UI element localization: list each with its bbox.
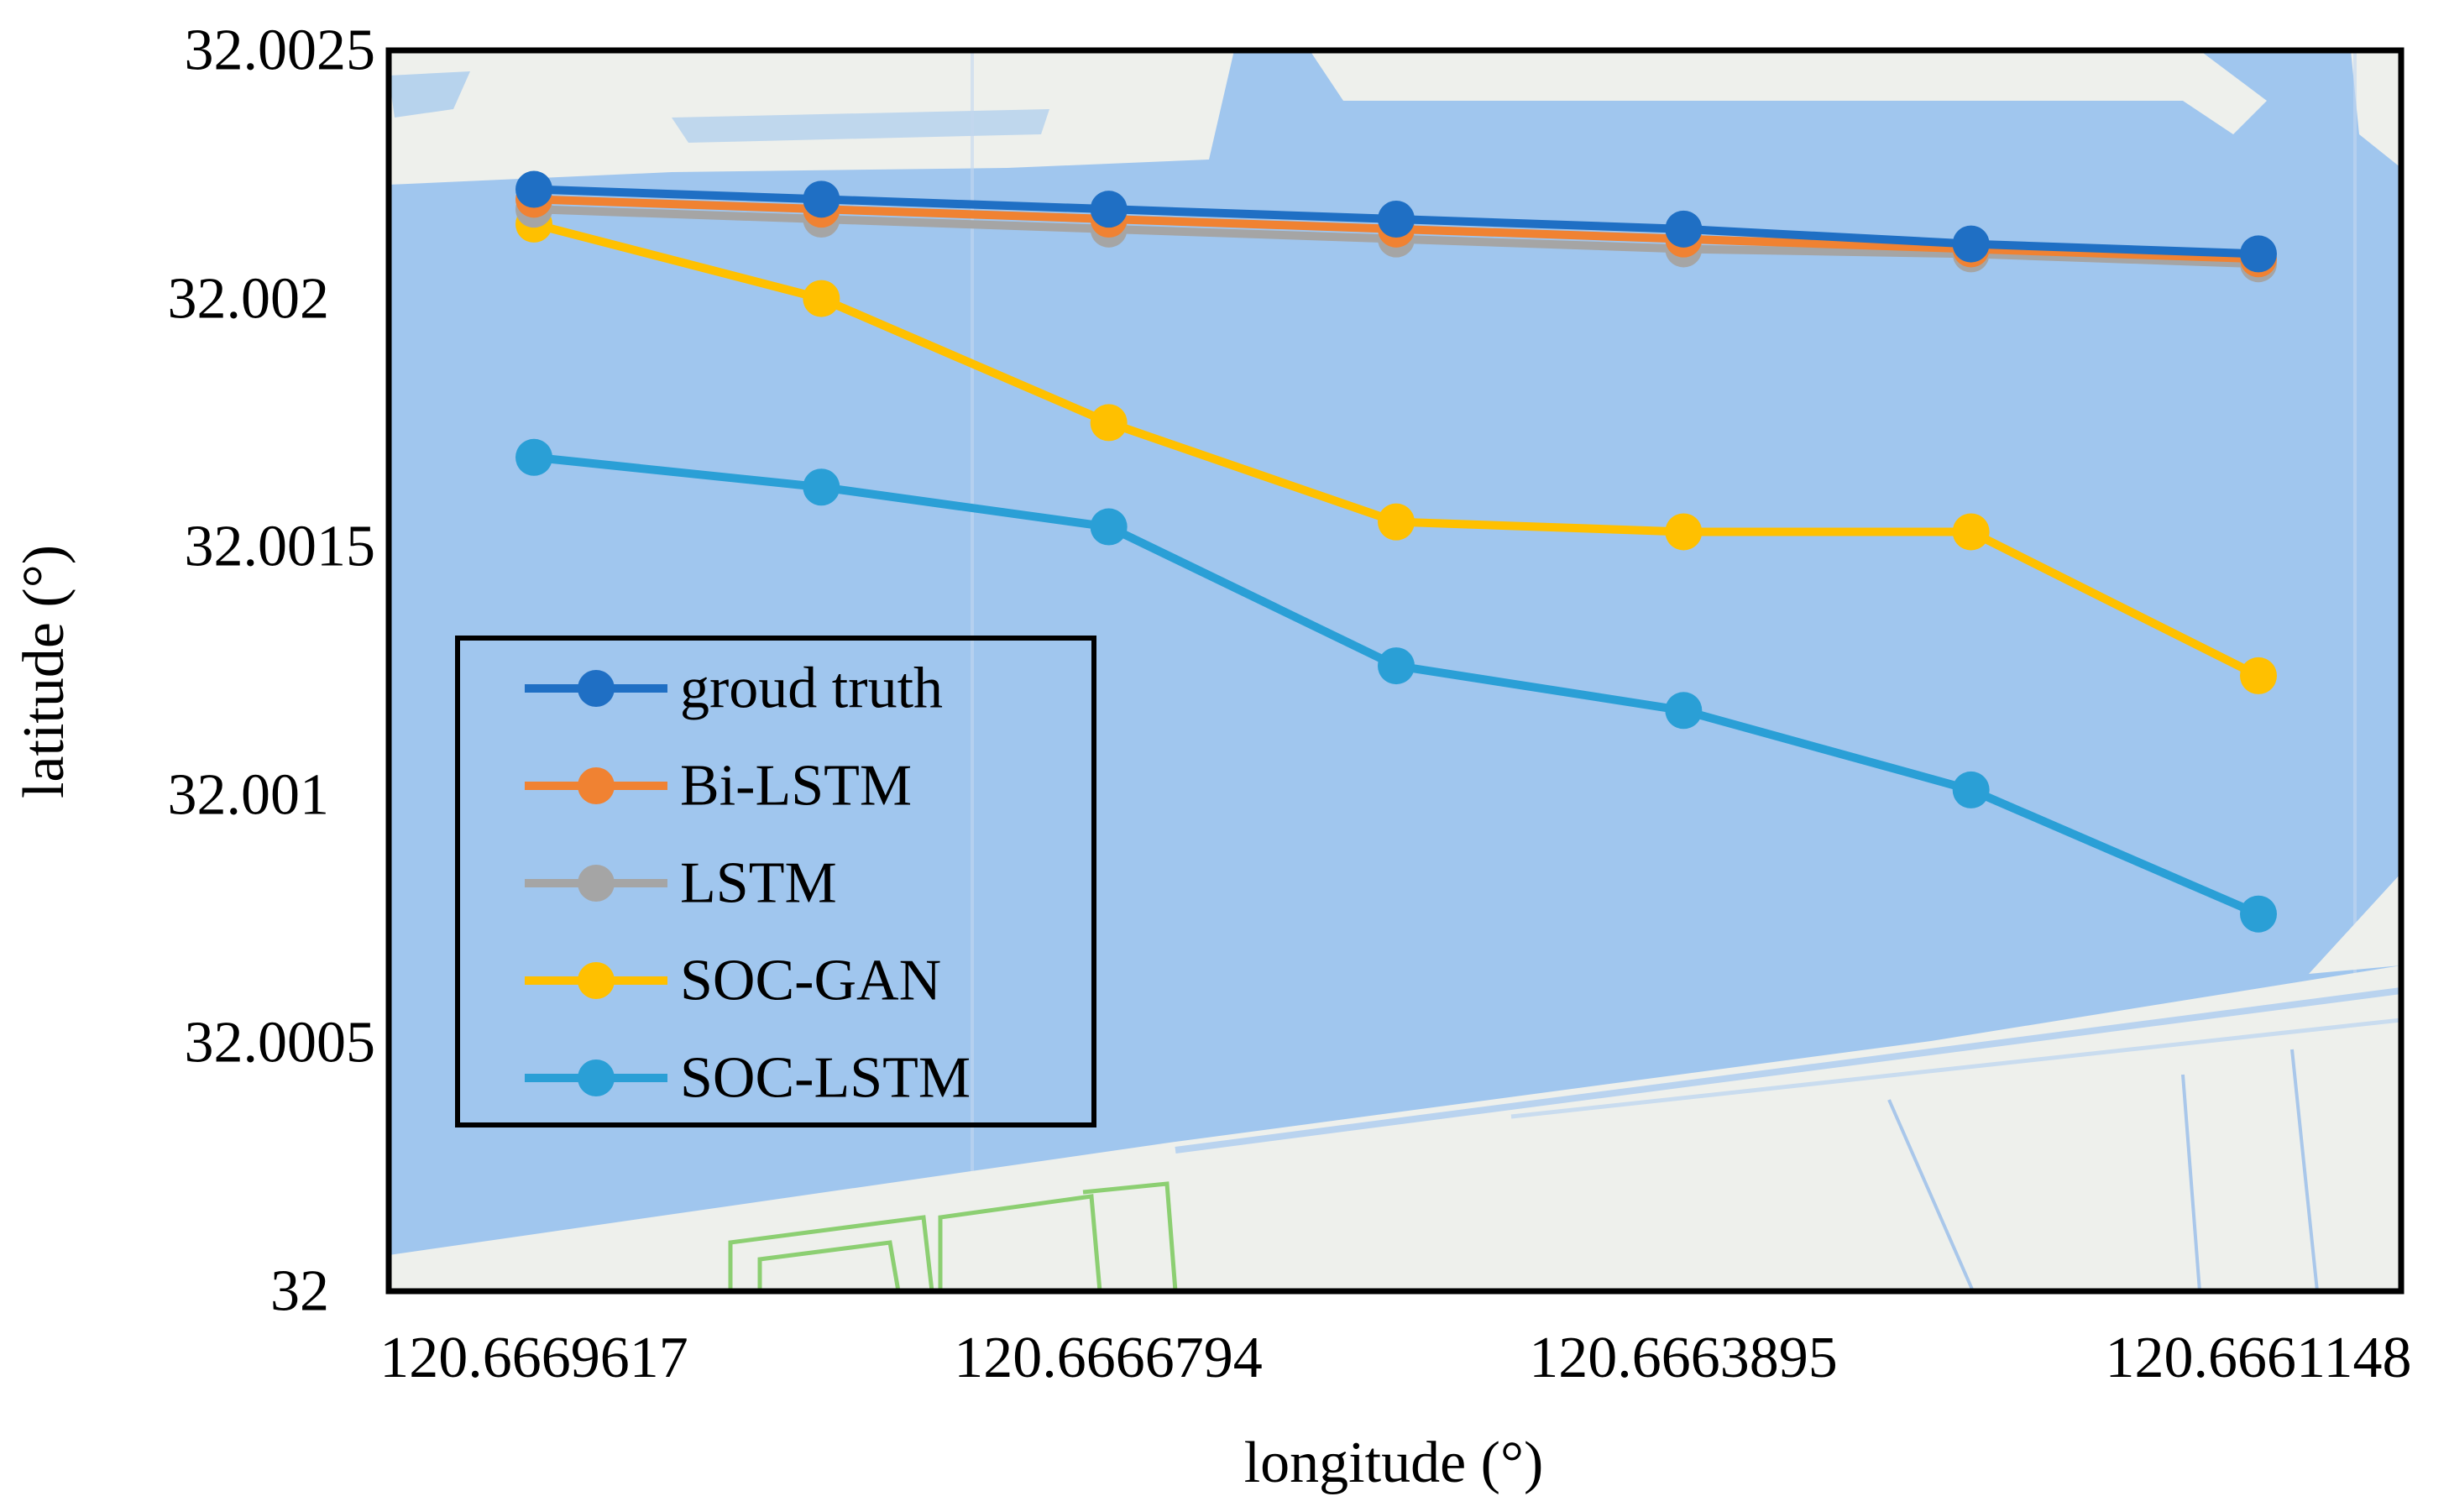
y-tick-label: 32.002 [168,267,330,332]
data-point [2240,657,2277,694]
y-axis-ticks: 32 32.0005 32.001 32.0015 32.002 32.0025 [168,18,376,1324]
legend-swatch-marker [578,865,615,902]
y-axis-title: latitude (°) [12,545,76,798]
legend-swatch-marker [578,767,615,804]
legend-label: SOC-GAN [680,949,941,1013]
legend-item: SOC-LSTM [525,1046,971,1111]
y-tick-label: 32 [270,1259,329,1324]
series-groud-truth [515,170,2277,273]
data-point [803,180,840,218]
data-point [1378,503,1415,541]
data-point [1090,191,1128,228]
data-point [1090,508,1128,546]
legend-swatch-marker [578,670,615,707]
legend-label: LSTM [680,851,837,916]
legend-swatch-marker [578,962,615,999]
x-tick-label: 120.6666794 [954,1326,1263,1390]
y-tick-label: 32.0025 [185,18,376,83]
data-point [1090,404,1128,442]
data-point [1952,225,1990,263]
series-soc-lstm [515,438,2277,933]
x-tick-label: 120.6663895 [1529,1326,1838,1390]
data-point [515,170,552,208]
data-point [1665,210,1703,248]
legend: groud truth Bi-LSTM LSTM SOC-GAN SOC-LSTM [455,636,1096,1127]
legend-label: SOC-LSTM [680,1046,971,1111]
data-point [2240,895,2277,933]
data-point [1378,647,1415,685]
y-tick-label: 32.0005 [185,1011,376,1075]
data-point [1378,201,1415,238]
legend-box [455,636,1096,1127]
legend-item: groud truth [525,657,943,721]
data-point [1665,513,1703,551]
legend-label: groud truth [680,657,943,721]
y-tick-label: 32.001 [168,763,330,828]
data-point [803,468,840,506]
legend-item: SOC-GAN [525,949,941,1013]
x-tick-label: 120.6669617 [379,1326,688,1390]
x-tick-label: 120.6661148 [2106,1326,2412,1390]
legend-label: Bi-LSTM [680,754,912,819]
data-point [2240,235,2277,273]
data-point [1952,771,1990,808]
x-axis-title: longitude (°) [1244,1431,1544,1495]
legend-item: LSTM [525,851,837,916]
plot-frame [385,47,2405,1295]
data-point [515,438,552,476]
data-point [1665,692,1703,730]
data-point [803,280,840,317]
legend-item: Bi-LSTM [525,754,912,819]
data-point [1952,513,1990,551]
series-layer [515,170,2277,933]
y-tick-label: 32.0015 [185,515,376,579]
legend-swatch-marker [578,1059,615,1096]
series-soc-gan [515,205,2277,694]
x-axis-ticks: 120.6669617 120.6666794 120.6663895 120.… [379,1326,2411,1390]
